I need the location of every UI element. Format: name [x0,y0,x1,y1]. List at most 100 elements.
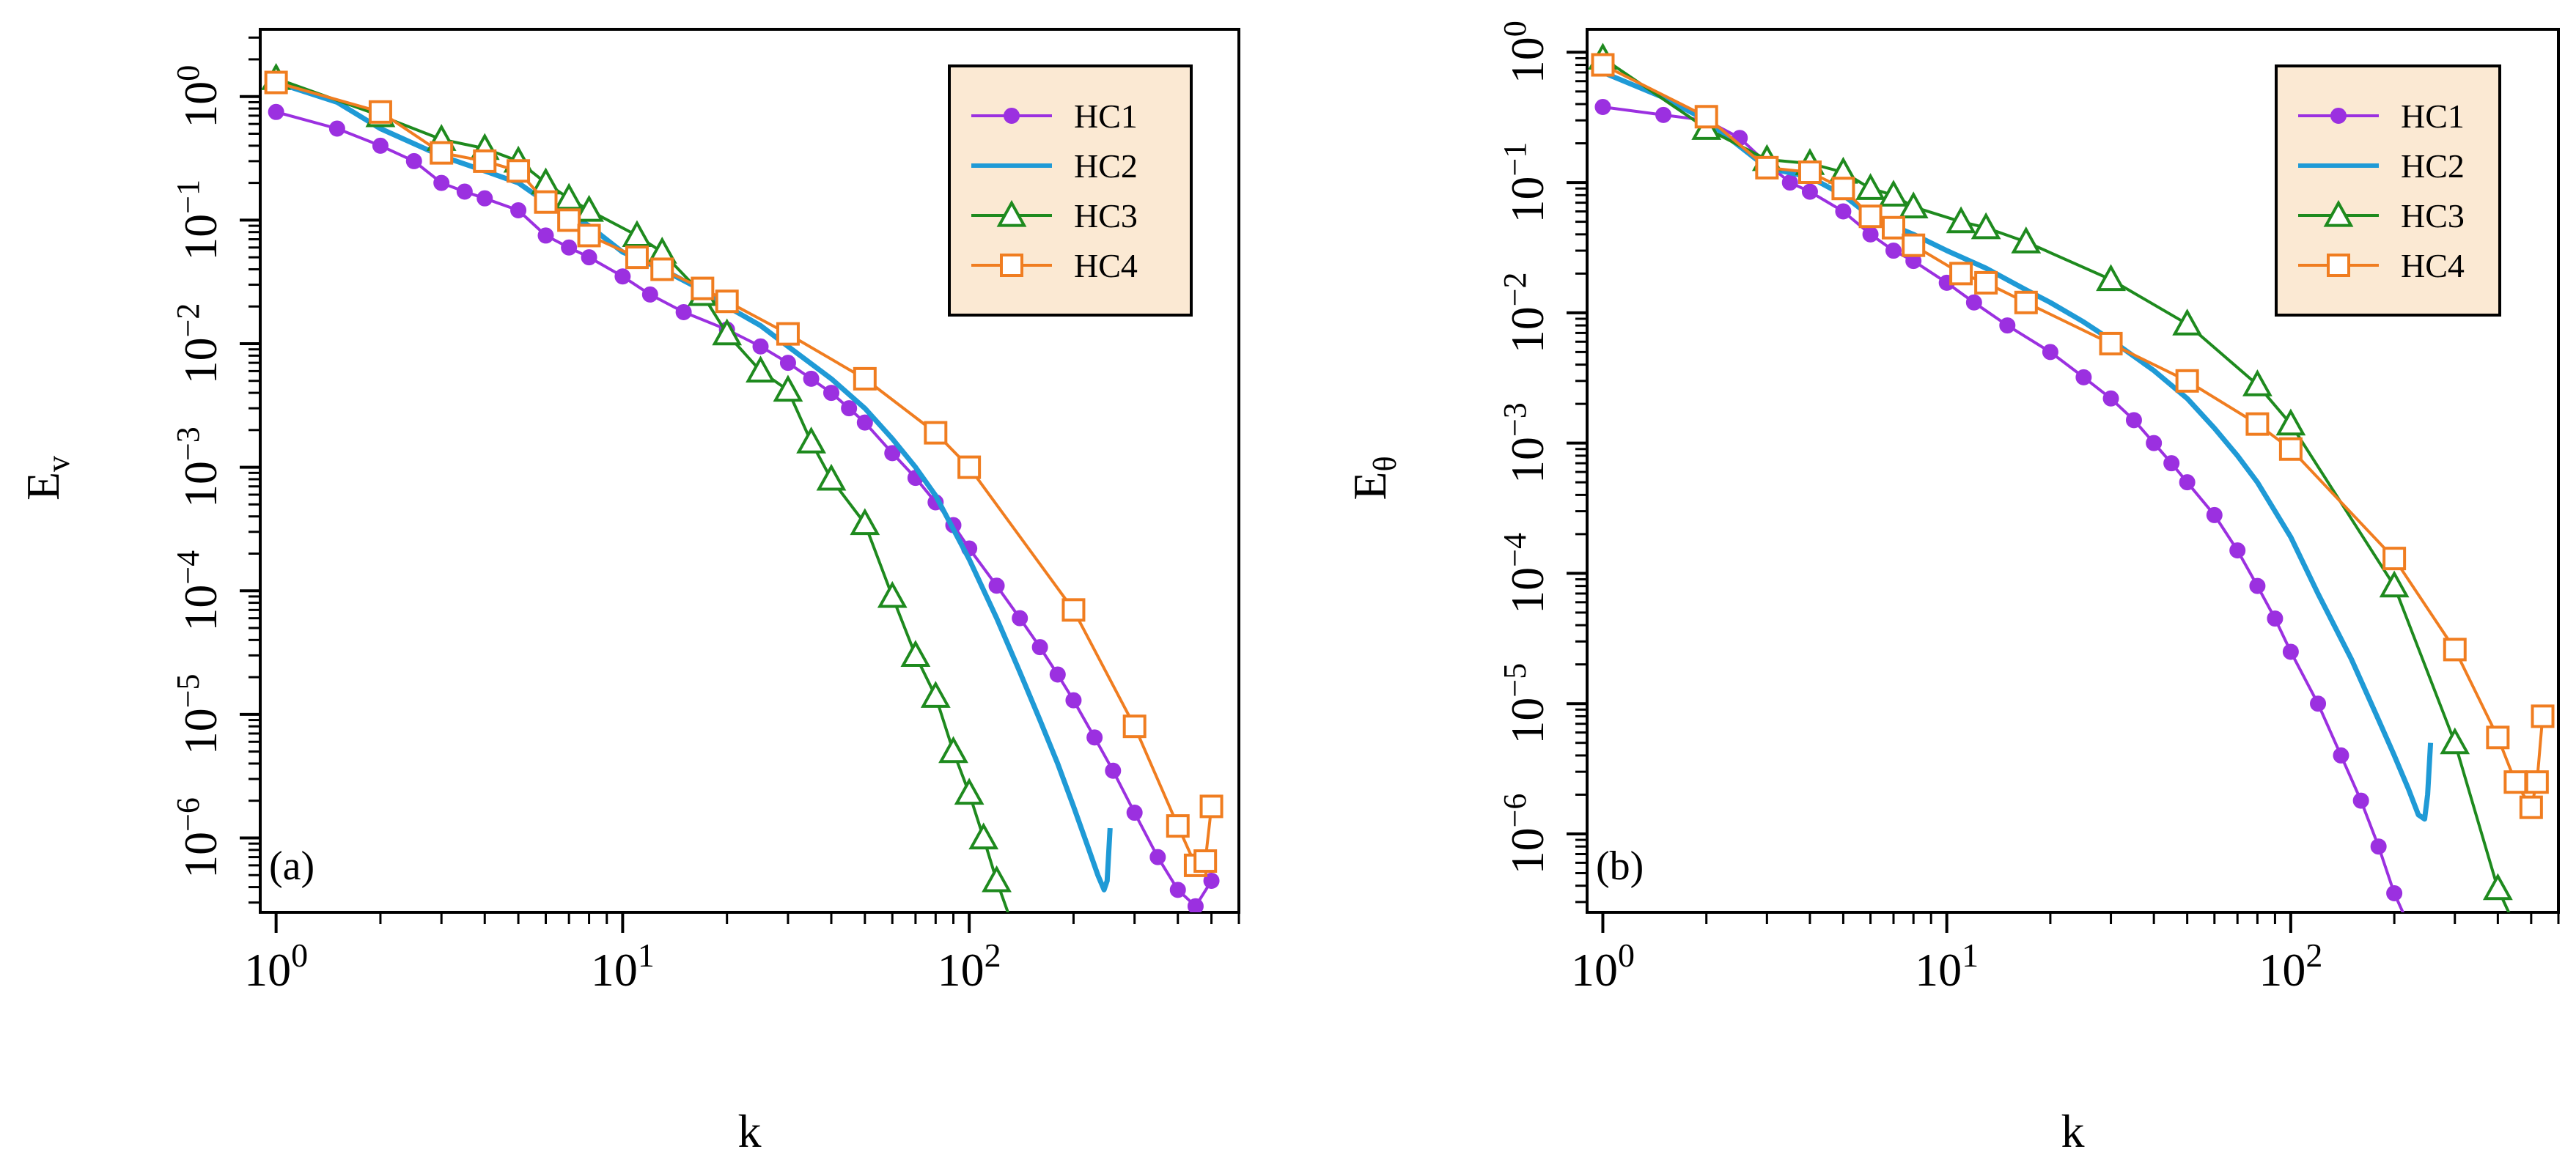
data-point-hc3 [1946,206,1976,234]
data-point-hc1 [2310,695,2327,712]
data-point-hc1 [1031,639,1048,656]
data-point-hc4 [2519,795,2543,819]
data-point-hc4 [691,276,715,300]
data-point-hc1 [988,577,1005,594]
legend-label: HC2 [1074,147,1138,185]
y-tick-label: 10−3 [170,426,227,508]
y-tick-label: 10−4 [170,550,227,632]
data-point-hc1 [2386,885,2403,902]
y-tick-label: 10−2 [170,303,227,385]
data-point-hc1 [2206,506,2223,523]
data-point-hc3 [850,508,880,536]
data-point-hc4 [1797,160,1822,185]
data-point-hc4 [557,208,581,232]
legend-label: HC4 [2401,247,2465,284]
series-hc1 [268,103,1220,912]
data-point-hc4 [368,100,392,124]
legend-marker [996,199,1027,227]
data-point-hc4 [924,421,948,445]
data-point-hc4 [1755,155,1779,180]
data-point-hc4 [2503,770,2528,794]
data-point-hc1 [2075,369,2092,385]
data-point-hc3 [1898,191,1929,218]
legend-marker [2327,254,2350,277]
y-tick-label: 100 [170,65,227,128]
data-point-hc4 [2245,412,2270,436]
data-point-hc1 [856,414,873,431]
data-point-hc1 [1049,666,1066,683]
data-point-hc4 [2382,547,2407,571]
data-point-hc4 [1974,270,1998,295]
data-point-hc1 [2333,747,2349,764]
legend-marker [1000,254,1023,277]
data-point-hc4 [715,289,739,314]
legend-label: HC3 [2401,197,2465,234]
data-point-hc3 [1970,212,2001,240]
data-point-hc1 [641,286,658,303]
data-point-hc1 [433,174,450,191]
legend-label: HC2 [2401,147,2465,185]
data-point-hc3 [1855,173,1885,200]
data-point-hc3 [553,182,584,210]
data-point-hc4 [264,70,288,95]
y-tick-label: 10−2 [1497,272,1553,353]
data-point-hc1 [1594,99,1611,116]
y-tick-label: 10−1 [1497,142,1553,224]
legend-label: HC1 [1074,97,1138,135]
data-point-hc1 [372,137,389,154]
chart-panel-b: 100 101 102 10−6 10−5 10−4 10−3 10−2 10−1 100 k Eθ H… [1344,21,2560,1157]
data-point-hc4 [534,190,558,214]
data-point-hc3 [574,194,604,222]
data-point-hc4 [430,141,454,165]
data-point-hc3 [746,355,776,383]
data-point-hc1 [2352,792,2369,809]
data-point-hc1 [884,445,901,462]
data-point-hc1 [675,303,692,320]
data-point-hc4 [1193,849,1218,873]
y-tick-label: 100 [1497,21,1553,84]
data-point-hc4 [2175,369,2199,393]
data-point-hc4 [2014,290,2038,314]
data-point-hc4 [1881,215,1905,240]
data-point-hc4 [776,322,800,346]
data-point-hc4 [853,366,877,391]
data-point-hc1 [561,239,578,256]
data-point-hc3 [773,374,803,402]
data-point-hc3 [2440,727,2470,755]
data-point-hc1 [456,183,473,200]
data-point-hc1 [1086,729,1103,746]
data-point-hc3 [816,463,847,491]
data-point-hc1 [2146,435,2163,451]
data-point-hc1 [2042,344,2058,361]
plot-frame [1586,28,2560,914]
data-point-hc1 [841,400,858,417]
data-point-hc3 [982,865,1012,893]
data-point-hc4 [2278,437,2303,461]
data-point-hc4 [1949,262,1973,286]
data-point-hc3 [954,777,985,805]
data-point-hc1 [328,120,345,137]
data-point-hc1 [510,202,527,219]
series-line-hc3 [275,77,1010,912]
data-point-hc4 [577,224,601,248]
data-point-hc1 [537,227,554,244]
data-point-hc1 [1862,226,1879,243]
x-axis-title: k [2061,1105,2085,1157]
legend-marker [2330,108,2347,124]
legend-marker [2323,199,2354,227]
x-tick-label: 100 [244,937,308,996]
y-tick-label: 10−4 [1497,533,1553,614]
y-tick-label: 10−1 [170,180,227,261]
data-point-hc1 [1999,317,2016,334]
data-point-hc3 [2011,226,2042,254]
data-point-hc1 [2179,474,2196,491]
series-layer [261,62,1223,912]
data-point-hc1 [1105,762,1122,779]
data-point-hc3 [712,318,743,346]
data-point-hc1 [1203,872,1220,889]
y-tick-label: 10−5 [170,673,227,755]
data-point-hc1 [1012,610,1028,627]
data-point-hc1 [2102,390,2119,407]
data-point-hc4 [507,159,531,183]
data-point-hc1 [2370,838,2387,855]
